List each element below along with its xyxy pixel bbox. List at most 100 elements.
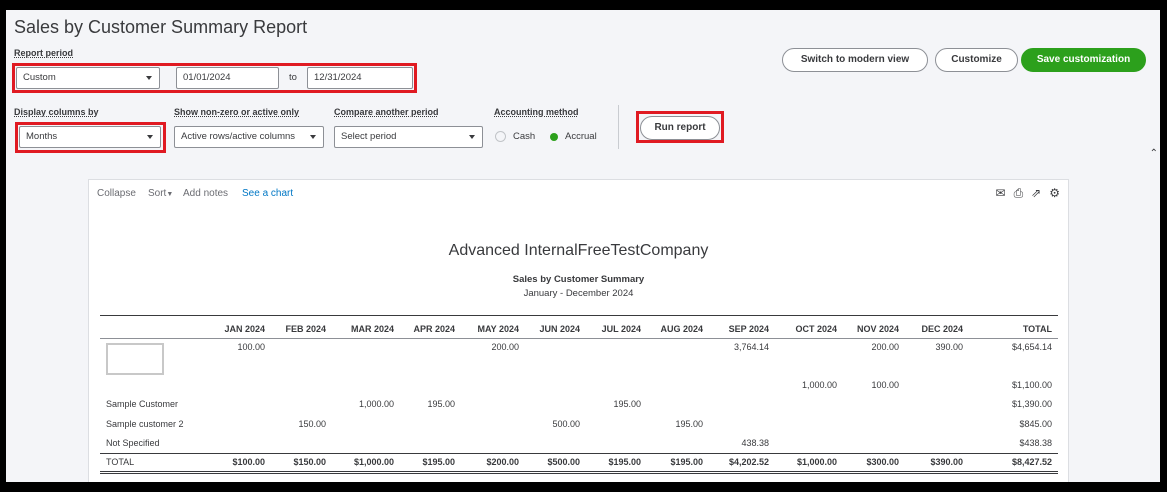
- table-cell[interactable]: [709, 414, 775, 434]
- column-header[interactable]: FEB 2024: [271, 315, 332, 339]
- export-icon[interactable]: ⇗: [1031, 186, 1042, 200]
- customize-button[interactable]: Customize: [935, 48, 1018, 72]
- table-cell[interactable]: [332, 434, 400, 454]
- column-header[interactable]: MAR 2024: [332, 315, 400, 339]
- table-cell[interactable]: 438.38: [741, 438, 769, 448]
- accrual-radio[interactable]: [550, 133, 558, 141]
- column-header[interactable]: SEP 2024: [709, 315, 775, 339]
- column-header[interactable]: APR 2024: [400, 315, 461, 339]
- see-chart-link[interactable]: See a chart: [242, 188, 294, 199]
- table-cell[interactable]: [647, 339, 709, 376]
- date-to-input[interactable]: 12/31/2024: [307, 67, 413, 89]
- show-nonzero-select[interactable]: Active rows/active columns: [174, 126, 324, 148]
- table-cell[interactable]: [332, 375, 400, 395]
- sort-dropdown[interactable]: Sort▼: [148, 188, 173, 199]
- total-cell[interactable]: $4,202.52: [709, 452, 775, 474]
- total-cell[interactable]: $100.00: [208, 452, 271, 474]
- table-cell[interactable]: [775, 395, 843, 415]
- table-cell[interactable]: [461, 375, 525, 395]
- table-cell[interactable]: [208, 414, 271, 434]
- cash-radio[interactable]: [495, 131, 506, 142]
- compare-period-select[interactable]: Select period: [334, 126, 483, 148]
- total-cell[interactable]: $195.00: [647, 452, 709, 474]
- table-cell[interactable]: [271, 434, 332, 454]
- total-cell[interactable]: $150.00: [271, 452, 332, 474]
- customer-name[interactable]: Not Specified: [106, 438, 160, 448]
- table-cell[interactable]: [208, 434, 271, 454]
- table-cell[interactable]: [400, 339, 461, 376]
- table-cell[interactable]: [461, 414, 525, 434]
- collapse-link[interactable]: Collapse: [97, 188, 136, 199]
- table-cell[interactable]: 195.00: [675, 418, 703, 429]
- table-cell[interactable]: [461, 395, 525, 415]
- save-customization-button[interactable]: Save customization: [1021, 48, 1146, 72]
- column-header[interactable]: OCT 2024: [775, 315, 843, 339]
- table-cell[interactable]: 100.00: [871, 379, 899, 390]
- total-cell[interactable]: $195.00: [586, 452, 647, 474]
- print-icon[interactable]: ⎙: [1013, 186, 1024, 200]
- table-cell[interactable]: [586, 414, 647, 434]
- table-cell[interactable]: $4,654.14: [1011, 342, 1052, 352]
- total-cell[interactable]: $1,000.00: [332, 452, 400, 474]
- table-cell[interactable]: 100.00: [237, 342, 265, 352]
- table-cell[interactable]: [271, 395, 332, 415]
- table-cell[interactable]: $845.00: [1019, 418, 1052, 429]
- table-cell[interactable]: [775, 434, 843, 454]
- table-cell[interactable]: [586, 375, 647, 395]
- table-cell[interactable]: 390.00: [935, 342, 963, 352]
- table-cell[interactable]: $1,390.00: [1011, 399, 1052, 410]
- table-cell[interactable]: [709, 395, 775, 415]
- table-cell[interactable]: 1,000.00: [358, 399, 394, 410]
- table-cell[interactable]: 1,000.00: [801, 379, 837, 390]
- email-icon[interactable]: ✉: [995, 186, 1006, 200]
- table-cell[interactable]: $438.38: [1019, 438, 1052, 448]
- column-header[interactable]: NOV 2024: [843, 315, 905, 339]
- table-cell[interactable]: [647, 375, 709, 395]
- table-cell[interactable]: 200.00: [491, 342, 519, 352]
- table-cell[interactable]: [905, 375, 969, 395]
- total-cell[interactable]: $1,000.00: [775, 452, 843, 474]
- table-cell[interactable]: [775, 414, 843, 434]
- table-cell[interactable]: [525, 434, 586, 454]
- total-cell[interactable]: $300.00: [843, 452, 905, 474]
- table-cell[interactable]: $1,100.00: [1011, 379, 1052, 390]
- table-cell[interactable]: [905, 434, 969, 454]
- table-cell[interactable]: 195.00: [613, 399, 641, 410]
- table-cell[interactable]: [843, 414, 905, 434]
- table-cell[interactable]: [647, 434, 709, 454]
- switch-modern-view-button[interactable]: Switch to modern view: [782, 48, 928, 72]
- table-cell[interactable]: [208, 375, 271, 395]
- table-cell[interactable]: [208, 395, 271, 415]
- table-cell[interactable]: [461, 434, 525, 454]
- column-header[interactable]: JUN 2024: [525, 315, 586, 339]
- customer-name[interactable]: Sample customer 2: [106, 418, 184, 429]
- add-notes-link[interactable]: Add notes: [183, 188, 229, 199]
- table-cell[interactable]: [332, 339, 400, 376]
- table-cell[interactable]: [271, 339, 332, 376]
- customer-name[interactable]: [100, 339, 208, 375]
- table-cell[interactable]: 3,764.14: [733, 342, 769, 352]
- table-cell[interactable]: 500.00: [552, 418, 580, 429]
- total-cell[interactable]: $195.00: [400, 452, 461, 474]
- table-cell[interactable]: [843, 395, 905, 415]
- table-cell[interactable]: [400, 375, 461, 395]
- column-header[interactable]: TOTAL: [969, 315, 1058, 339]
- table-cell[interactable]: [709, 375, 775, 395]
- total-cell[interactable]: $200.00: [461, 452, 525, 474]
- date-from-input[interactable]: 01/01/2024: [176, 67, 279, 89]
- table-cell[interactable]: [525, 395, 586, 415]
- table-cell[interactable]: [400, 434, 461, 454]
- display-columns-select[interactable]: Months: [19, 126, 161, 148]
- total-cell[interactable]: $500.00: [525, 452, 586, 474]
- table-cell[interactable]: [525, 339, 586, 376]
- customer-name[interactable]: [100, 375, 208, 395]
- table-cell[interactable]: [775, 339, 843, 376]
- chevron-up-icon[interactable]: ⌃: [1149, 148, 1158, 159]
- table-cell[interactable]: 200.00: [871, 342, 899, 352]
- table-cell[interactable]: 195.00: [427, 399, 455, 410]
- column-header[interactable]: DEC 2024: [905, 315, 969, 339]
- gear-icon[interactable]: ⚙: [1049, 186, 1060, 200]
- column-header[interactable]: JAN 2024: [208, 315, 271, 339]
- table-cell[interactable]: [586, 339, 647, 376]
- column-header[interactable]: JUL 2024: [586, 315, 647, 339]
